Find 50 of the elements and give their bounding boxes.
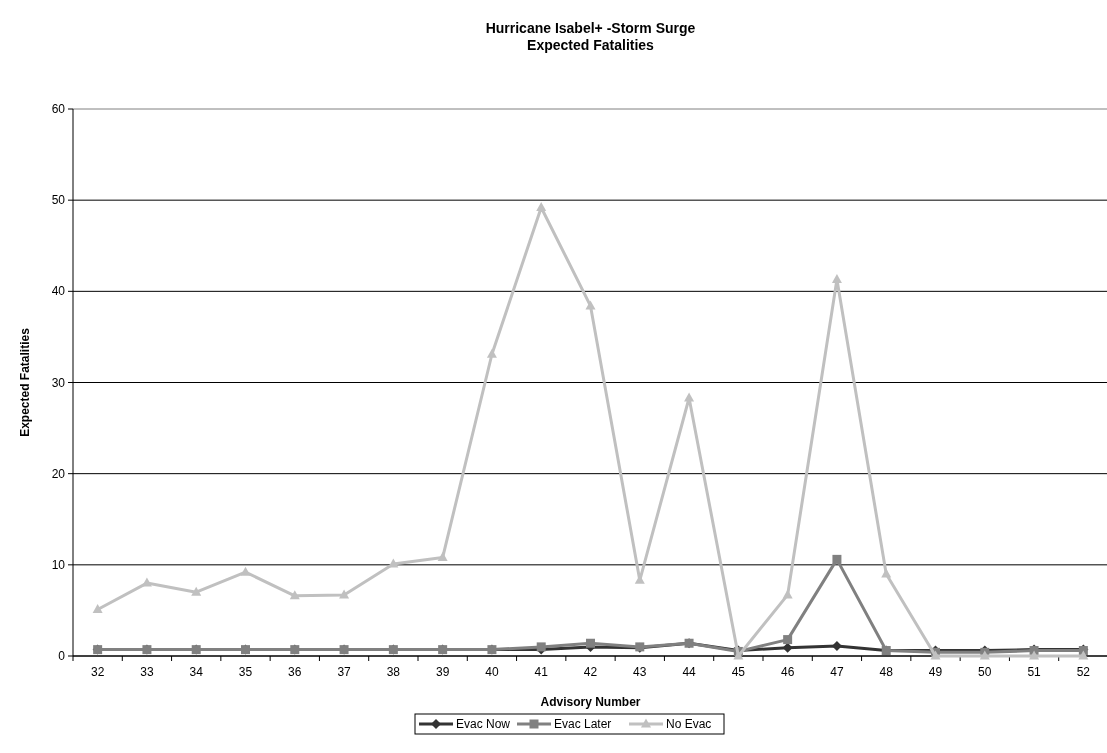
point	[437, 552, 448, 562]
y-axis-title: Expected Fatalities	[18, 327, 32, 437]
y-tick-label: 40	[51, 284, 66, 299]
legend-label: No Evac	[666, 717, 712, 731]
x-tick-label: 45	[731, 665, 746, 679]
legend-label: Evac Later	[554, 717, 612, 731]
x-tick-label: 43	[633, 665, 647, 679]
x-tick-label: 47	[830, 665, 844, 679]
point	[240, 566, 251, 576]
x-tick-label: 52	[1076, 665, 1091, 679]
point	[585, 300, 596, 310]
point	[586, 638, 595, 648]
x-tick-label: 51	[1027, 665, 1042, 679]
x-tick-label: 32	[90, 665, 105, 679]
x-tick-label: 38	[386, 665, 401, 679]
y-tick-label: 60	[51, 102, 66, 116]
point	[486, 348, 497, 358]
x-tick-label: 48	[879, 665, 894, 679]
point	[831, 273, 842, 283]
point	[191, 586, 202, 596]
x-tick-label: 44	[682, 665, 697, 679]
point	[92, 604, 103, 614]
point	[1029, 650, 1040, 660]
legend-label: Evac Now	[456, 717, 511, 731]
x-tick-label: 34	[189, 665, 204, 679]
point	[536, 201, 547, 211]
point	[783, 635, 793, 645]
chart-title: Hurricane Isabel+ -Storm Surge Expected Fatalities	[485, 20, 696, 53]
x-tick-label: 35	[238, 665, 253, 679]
point	[684, 392, 695, 402]
y-tick-label: 50	[51, 193, 66, 208]
x-tick-label: 46	[780, 665, 795, 679]
y-tick-label: 20	[51, 466, 66, 481]
x-tick-label: 37	[337, 665, 352, 679]
x-tick-label: 39	[435, 665, 450, 679]
point	[339, 589, 350, 599]
point	[1078, 650, 1089, 660]
x-tick-label: 49	[928, 665, 943, 679]
point	[289, 590, 300, 600]
point	[832, 554, 842, 564]
x-axis-title: Advisory Number	[540, 695, 641, 709]
y-tick-label: 30	[51, 375, 66, 390]
x-tick-label: 40	[485, 665, 499, 679]
y-tick-label: 0	[58, 649, 66, 663]
x-tick-label: 41	[534, 665, 549, 679]
x-tick-label: 33	[140, 665, 154, 679]
x-tick-label: 42	[583, 665, 598, 679]
x-tick-label: 36	[288, 665, 302, 679]
x-tick-label: 50	[978, 665, 992, 679]
y-tick-label: 10	[51, 557, 66, 572]
